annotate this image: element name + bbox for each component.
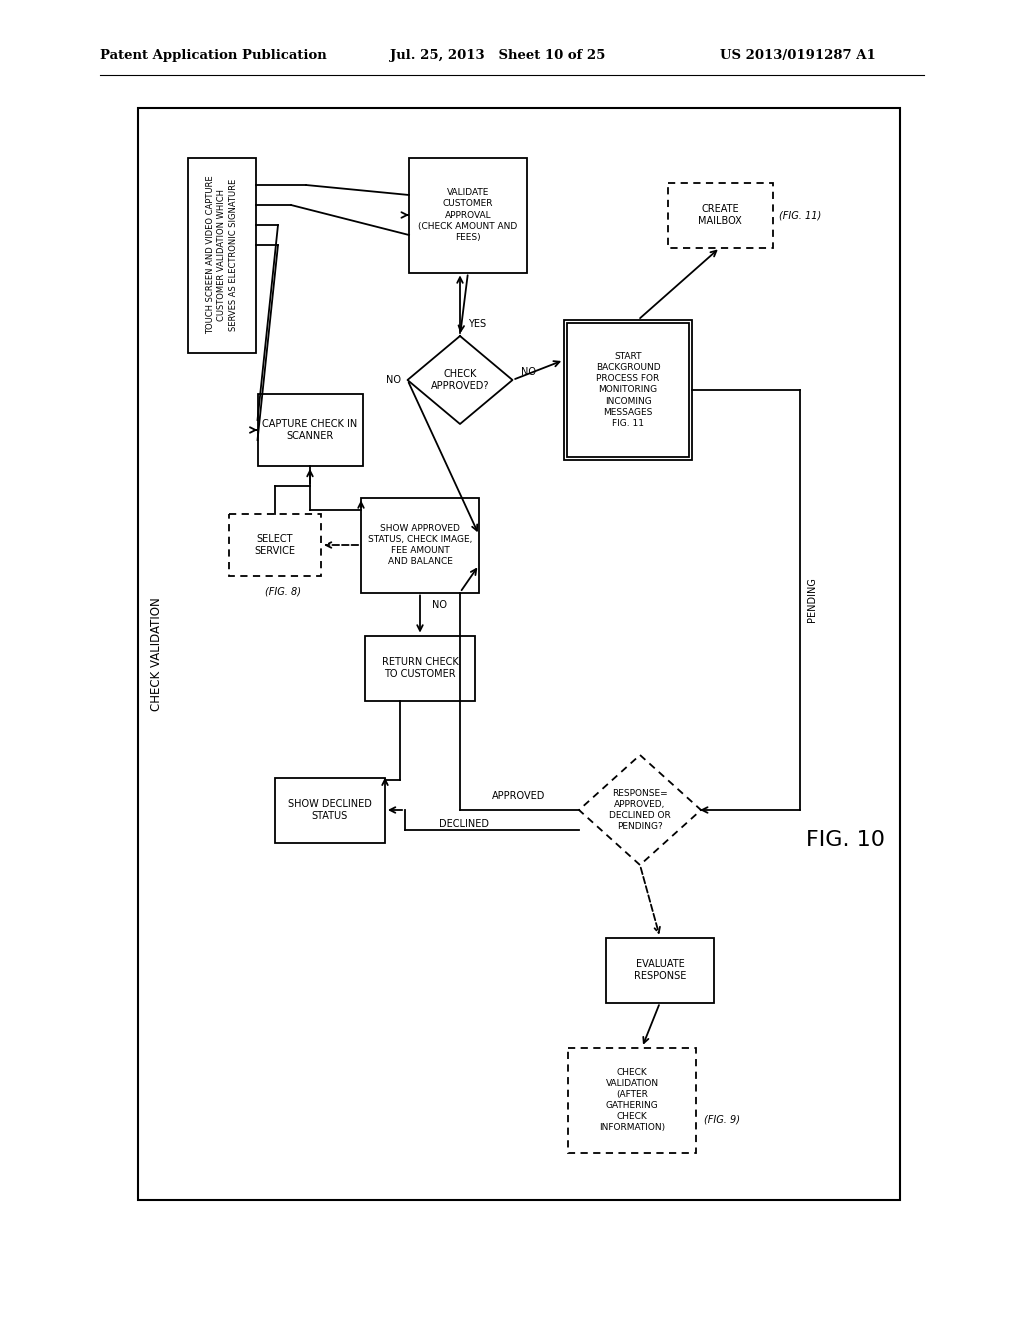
Text: NO: NO bbox=[386, 375, 401, 385]
Bar bbox=[257, 393, 362, 466]
Bar bbox=[668, 182, 772, 248]
Text: Jul. 25, 2013   Sheet 10 of 25: Jul. 25, 2013 Sheet 10 of 25 bbox=[390, 49, 605, 62]
Text: VALIDATE
CUSTOMER
APPROVAL
(CHECK AMOUNT AND
FEES): VALIDATE CUSTOMER APPROVAL (CHECK AMOUNT… bbox=[419, 189, 517, 242]
Bar bbox=[229, 513, 321, 576]
Text: SHOW APPROVED
STATUS, CHECK IMAGE,
FEE AMOUNT
AND BALANCE: SHOW APPROVED STATUS, CHECK IMAGE, FEE A… bbox=[368, 524, 472, 566]
Bar bbox=[409, 157, 527, 272]
Text: SELECT
SERVICE: SELECT SERVICE bbox=[255, 533, 296, 556]
Text: START
BACKGROUND
PROCESS FOR
MONITORING
INCOMING
MESSAGES
FIG. 11: START BACKGROUND PROCESS FOR MONITORING … bbox=[596, 352, 660, 428]
Text: FIG. 10: FIG. 10 bbox=[806, 830, 885, 850]
Text: CAPTURE CHECK IN
SCANNER: CAPTURE CHECK IN SCANNER bbox=[262, 418, 357, 441]
Bar bbox=[564, 319, 692, 459]
Text: TOUCH SCREEN AND VIDEO CAPTURE
CUSTOMER VALIDATION WHICH
SERVES AS ELECTRONIC SI: TOUCH SCREEN AND VIDEO CAPTURE CUSTOMER … bbox=[206, 176, 239, 334]
Text: YES: YES bbox=[468, 319, 486, 329]
Bar bbox=[275, 777, 385, 842]
Text: CHECK
VALIDATION
(AFTER
GATHERING
CHECK
INFORMATION): CHECK VALIDATION (AFTER GATHERING CHECK … bbox=[599, 1068, 665, 1133]
Bar bbox=[138, 108, 900, 1200]
Text: RETURN CHECK
TO CUSTOMER: RETURN CHECK TO CUSTOMER bbox=[382, 657, 459, 680]
Bar bbox=[606, 937, 714, 1002]
Text: CREATE
MAILBOX: CREATE MAILBOX bbox=[698, 203, 741, 226]
Text: (FIG. 9): (FIG. 9) bbox=[705, 1115, 740, 1125]
Text: RESPONSE=
APPROVED,
DECLINED OR
PENDING?: RESPONSE= APPROVED, DECLINED OR PENDING? bbox=[609, 789, 671, 832]
Bar bbox=[361, 498, 479, 593]
Bar bbox=[567, 323, 689, 457]
Text: CHECK VALIDATION: CHECK VALIDATION bbox=[150, 597, 163, 711]
Text: (FIG. 8): (FIG. 8) bbox=[265, 586, 301, 597]
Text: SHOW DECLINED
STATUS: SHOW DECLINED STATUS bbox=[288, 799, 372, 821]
Text: US 2013/0191287 A1: US 2013/0191287 A1 bbox=[720, 49, 876, 62]
Text: (FIG. 11): (FIG. 11) bbox=[779, 210, 821, 220]
Text: NO: NO bbox=[432, 599, 447, 610]
Text: EVALUATE
RESPONSE: EVALUATE RESPONSE bbox=[634, 958, 686, 981]
Bar bbox=[188, 157, 256, 352]
Bar bbox=[365, 635, 475, 701]
Text: CHECK
APPROVED?: CHECK APPROVED? bbox=[431, 368, 489, 391]
Text: NO: NO bbox=[520, 367, 536, 378]
Text: DECLINED: DECLINED bbox=[439, 818, 489, 829]
Text: PENDING: PENDING bbox=[807, 578, 817, 623]
Text: Patent Application Publication: Patent Application Publication bbox=[100, 49, 327, 62]
Text: APPROVED: APPROVED bbox=[493, 791, 546, 801]
Bar bbox=[568, 1048, 696, 1152]
